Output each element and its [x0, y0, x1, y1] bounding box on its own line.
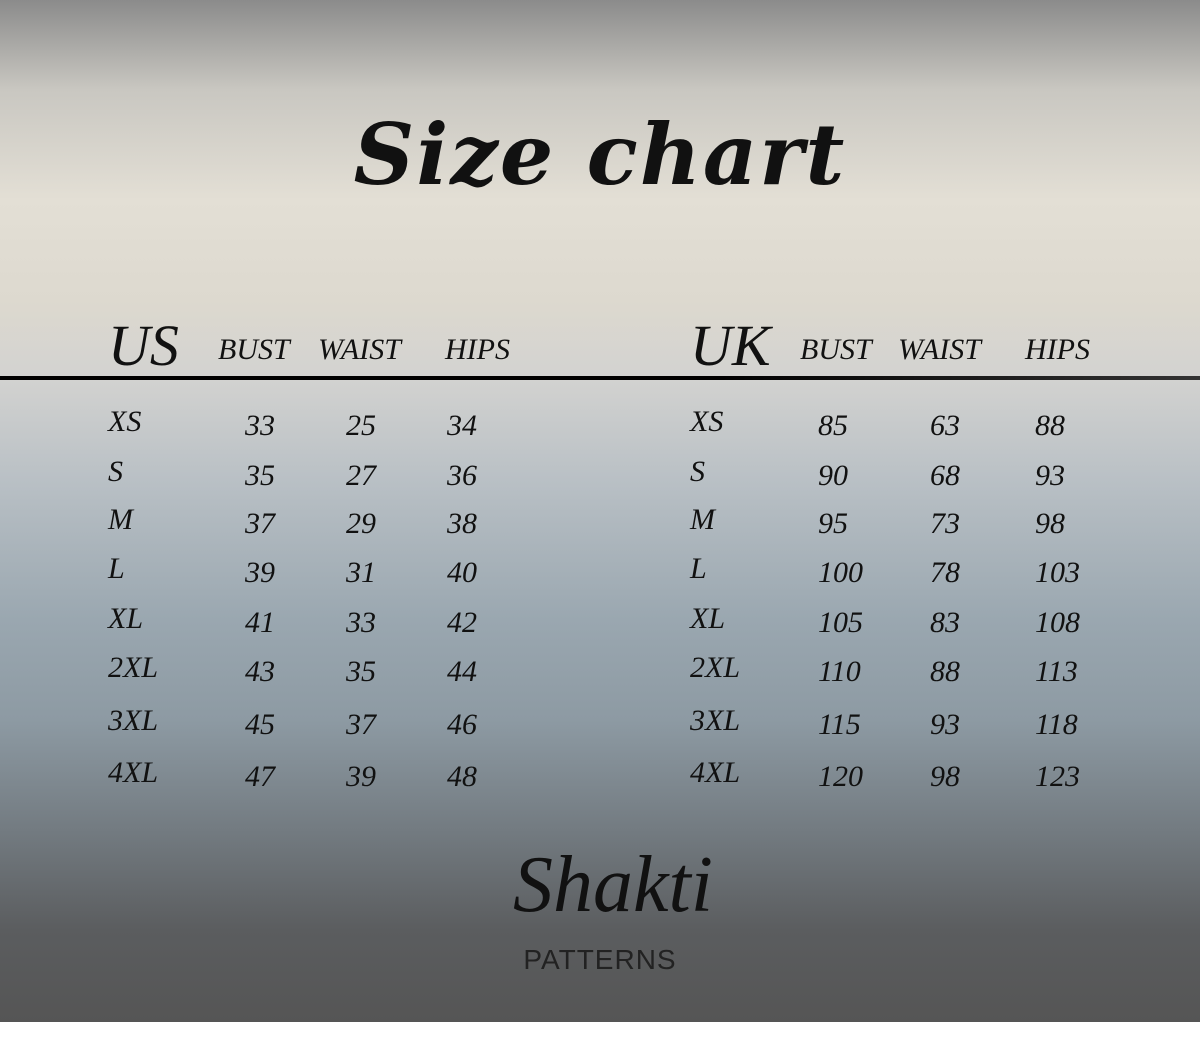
- hips-value: 44: [447, 655, 477, 688]
- region-label: UK: [690, 313, 771, 378]
- bust-value: 115: [818, 708, 861, 741]
- hips-value: 34: [447, 409, 477, 442]
- waist-value: 31: [346, 556, 376, 589]
- bust-value: 105: [818, 606, 863, 639]
- size-label: 2XL: [690, 651, 741, 684]
- bust-value: 43: [245, 655, 275, 688]
- bust-value: 33: [245, 409, 275, 442]
- bust-value: 100: [818, 556, 863, 589]
- bust-value: 39: [245, 556, 275, 589]
- waist-value: 25: [346, 409, 376, 442]
- waist-value: 37: [346, 708, 376, 741]
- waist-value: 35: [346, 655, 376, 688]
- bust-value: 85: [818, 409, 848, 442]
- bust-value: 47: [245, 760, 275, 793]
- hips-value: 118: [1035, 708, 1078, 741]
- bust-value: 120: [818, 760, 863, 793]
- bust-value: 35: [245, 459, 275, 492]
- waist-value: 27: [346, 459, 376, 492]
- size-label: L: [108, 552, 125, 585]
- size-label: S: [108, 455, 123, 488]
- size-label: 3XL: [690, 704, 741, 737]
- size-label: 4XL: [690, 756, 741, 789]
- size-label: XS: [690, 405, 724, 438]
- size-label: 3XL: [108, 704, 159, 737]
- hips-value: 40: [447, 556, 477, 589]
- waist-value: 93: [930, 708, 960, 741]
- hips-value: 88: [1035, 409, 1065, 442]
- bust-value: 37: [245, 507, 275, 540]
- column-header: BUST: [218, 333, 290, 366]
- hips-value: 103: [1035, 556, 1080, 589]
- size-label: 4XL: [108, 756, 159, 789]
- column-header: BUST: [800, 333, 872, 366]
- hips-value: 48: [447, 760, 477, 793]
- hips-value: 123: [1035, 760, 1080, 793]
- size-label: S: [690, 455, 705, 488]
- waist-value: 29: [346, 507, 376, 540]
- column-header: WAIST: [318, 333, 401, 366]
- hips-value: 93: [1035, 459, 1065, 492]
- bust-value: 41: [245, 606, 275, 639]
- waist-value: 39: [346, 760, 376, 793]
- brand-tagline: PATTERNS: [523, 944, 677, 975]
- bust-value: 95: [818, 507, 848, 540]
- region-label: US: [108, 313, 179, 378]
- column-header: HIPS: [1025, 333, 1090, 366]
- bust-value: 90: [818, 459, 848, 492]
- waist-value: 83: [930, 606, 960, 639]
- hips-value: 38: [447, 507, 477, 540]
- waist-value: 73: [930, 507, 960, 540]
- brand-logo: Shakti: [513, 841, 713, 929]
- size-label: M: [108, 503, 133, 536]
- waist-value: 68: [930, 459, 960, 492]
- hips-value: 42: [447, 606, 477, 639]
- size-label: XL: [690, 602, 726, 635]
- page-title: Size chart: [353, 105, 847, 204]
- waist-value: 78: [930, 556, 960, 589]
- bust-value: 45: [245, 708, 275, 741]
- size-label: XL: [108, 602, 144, 635]
- bust-value: 110: [818, 655, 861, 688]
- size-label: XS: [108, 405, 142, 438]
- waist-value: 33: [346, 606, 376, 639]
- waist-value: 63: [930, 409, 960, 442]
- size-label: 2XL: [108, 651, 159, 684]
- size-label: L: [690, 552, 707, 585]
- column-header: WAIST: [898, 333, 981, 366]
- hips-value: 46: [447, 708, 477, 741]
- column-header: HIPS: [445, 333, 510, 366]
- waist-value: 98: [930, 760, 960, 793]
- hips-value: 36: [447, 459, 477, 492]
- header-divider: [0, 376, 1200, 380]
- waist-value: 88: [930, 655, 960, 688]
- hips-value: 108: [1035, 606, 1080, 639]
- size-label: M: [690, 503, 715, 536]
- hips-value: 98: [1035, 507, 1065, 540]
- hips-value: 113: [1035, 655, 1078, 688]
